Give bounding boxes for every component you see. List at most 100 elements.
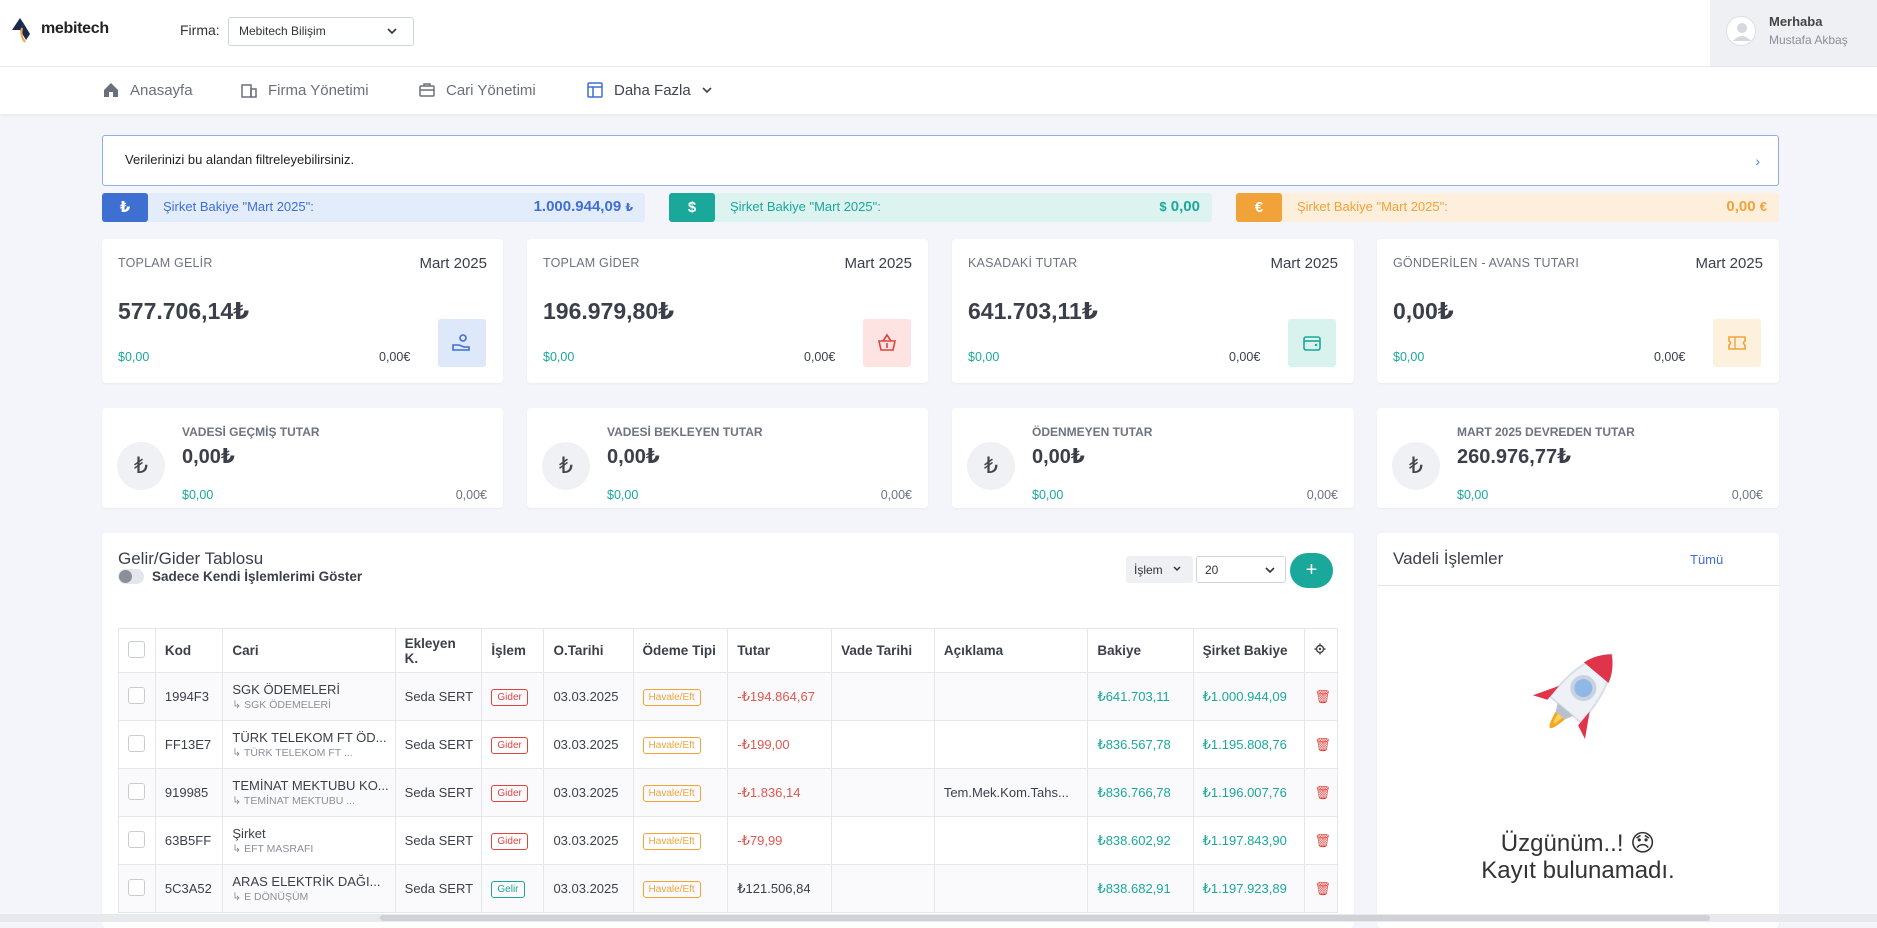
stat-value: 577.706,14₺ (118, 298, 250, 324)
col-header[interactable]: Açıklama (933, 628, 1089, 673)
trash-icon[interactable]: 🗑 (1314, 784, 1331, 800)
rocket-icon (1532, 653, 1613, 740)
table-row[interactable]: 5C3A52 ARAS ELEKTRİK DAĞI... ↳ E DÖNÜŞÜM … (118, 864, 1338, 913)
vadeli-title: Vadeli İşlemler (1393, 549, 1504, 568)
row-checkbox[interactable] (128, 686, 145, 704)
chevron-right-icon: › (1755, 153, 1760, 169)
logo[interactable]: mebitech (8, 14, 109, 44)
nav-label: Anasayfa (130, 81, 193, 99)
col-header[interactable]: Ekleyen K. (394, 628, 483, 673)
balance-try: ₺ Şirket Bakiye "Mart 2025": 1.000.944,0… (102, 193, 645, 222)
table-icon (587, 82, 603, 98)
tutar-cell: -₺194.864,67 (727, 672, 833, 721)
filter-bar[interactable]: Verilerinizi bu alandan filtreleyebilirs… (102, 135, 1779, 186)
odeme-tag: Havale/Eft (642, 784, 701, 802)
lira-icon: ₺ (117, 442, 165, 490)
mini-title: MART 2025 DEVREDEN TUTAR (1457, 425, 1635, 439)
stat-eur: 0,00€ (1229, 350, 1261, 364)
vade-cell (831, 816, 935, 865)
mini-usd: $0,00 (1457, 488, 1489, 502)
nav-anasayfa[interactable]: Anasayfa (102, 81, 193, 99)
add-button[interactable]: + (1290, 553, 1333, 588)
vadeli-all-link[interactable]: Tümü (1690, 552, 1724, 567)
cari-sub: ↳ E DÖNÜŞÜM (232, 890, 309, 903)
user-menu[interactable]: Merhaba Mustafa Akbaş (1710, 0, 1877, 66)
lira-icon: ₺ (967, 442, 1015, 490)
trash-icon[interactable]: 🗑 (1314, 688, 1331, 704)
vade-cell (831, 864, 935, 913)
table-row[interactable]: FF13E7 TÜRK TELEKOM FT ÖD... ↳ TÜRK TELEK… (118, 720, 1338, 769)
odeme-tag: Havale/Eft (642, 688, 701, 706)
col-header[interactable]: Cari (222, 628, 396, 673)
table-row[interactable]: 919985 TEMİNAT MEKTUBU KO... ↳ TEMİNAT ME… (118, 768, 1338, 817)
table-title: Gelir/Gider Tablosu (118, 549, 264, 568)
balance-unit: ₺ (625, 202, 633, 214)
nav-cari-yonetimi[interactable]: Cari Yönetimi (418, 81, 536, 99)
trash-icon[interactable]: 🗑 (1314, 832, 1331, 848)
nav-daha-fazla[interactable]: Daha Fazla (586, 81, 713, 99)
trash-icon[interactable]: 🗑 (1314, 736, 1331, 752)
user-icon (1733, 23, 1751, 41)
stat-eur: 0,00€ (379, 350, 411, 364)
sirket-bakiye-cell: ₺1.195.808,76 (1192, 720, 1306, 769)
briefcase-icon (419, 83, 435, 97)
main-nav: Anasayfa Firma Yönetimi Cari Yönetimi Da… (0, 67, 1877, 114)
col-header[interactable]: Ödeme Tipi (632, 628, 729, 673)
col-header[interactable]: Bakiye (1087, 628, 1194, 673)
mini-usd: $0,00 (607, 488, 639, 502)
scrollbar-thumb[interactable] (380, 915, 1710, 921)
col-header[interactable]: Kod (154, 628, 224, 673)
basket-icon (863, 319, 911, 367)
delete-cell: 🗑 (1304, 672, 1338, 721)
mini-eur: 0,00€ (1731, 488, 1763, 502)
page-size-select[interactable]: 20 (1196, 556, 1286, 583)
gear-icon[interactable] (1314, 643, 1326, 655)
row-checkbox[interactable] (128, 878, 145, 896)
row-checkbox[interactable] (128, 734, 145, 752)
cari-sub: ↳ TÜRK TELEKOM FT ... (232, 746, 353, 759)
islem-tag: Gider (491, 688, 528, 706)
row-checkbox[interactable] (128, 830, 145, 848)
sirket-bakiye-cell: ₺1.197.843,90 (1192, 816, 1306, 865)
home-icon (104, 83, 118, 97)
delete-cell: 🗑 (1304, 720, 1338, 769)
nav-firma-yonetimi[interactable]: Firma Yönetimi (240, 81, 369, 99)
mini-usd: $0,00 (182, 488, 214, 502)
aciklama-cell: Tem.Mek.Kom.Tahs... (933, 768, 1089, 817)
kod-cell: 63B5FF (154, 816, 224, 865)
own-transactions-toggle[interactable]: Sadece Kendi İşlemlerimi Göster (118, 569, 362, 584)
tutar-cell: -₺79,99 (727, 816, 833, 865)
table-row[interactable]: 1994F3 SGK ÖDEMELERİ ↳ SGK ÖDEMELERİ Seda… (118, 672, 1338, 721)
greeting: Merhaba (1769, 14, 1823, 29)
stat-card-toplam-gider: TOPLAM GİDER Mart 2025 196.979,80₺ $0,00… (527, 239, 928, 383)
col-header[interactable]: Tutar (727, 628, 833, 673)
toggle-switch[interactable] (118, 569, 144, 584)
islem-dropdown-button[interactable]: İşlem (1126, 556, 1193, 583)
select-all-checkbox[interactable] (128, 640, 145, 658)
col-header[interactable]: Şirket Bakiye (1192, 628, 1306, 673)
row-checkbox[interactable] (128, 782, 145, 800)
stat-month: Mart 2025 (844, 255, 912, 272)
stat-month: Mart 2025 (419, 255, 487, 272)
col-header[interactable]: İşlem (481, 628, 545, 673)
trash-icon[interactable]: 🗑 (1314, 880, 1331, 896)
islem-label: İşlem (1134, 563, 1163, 577)
stat-usd: $0,00 (1393, 350, 1425, 364)
tarih-cell: 03.03.2025 (543, 720, 634, 769)
islem-cell: Gider (481, 720, 545, 769)
stat-eur: 0,00€ (804, 350, 836, 364)
table-row[interactable]: 63B5FF Şirket ↳ EFT MASRAFI Seda SERT Gid… (118, 816, 1338, 865)
firma-select[interactable]: Mebitech Bilişim (228, 17, 414, 46)
stat-title: KASADAKİ TUTAR (968, 256, 1078, 270)
stat-card-toplam-gelir: TOPLAM GELİR Mart 2025 577.706,14₺ $0,00… (102, 239, 503, 383)
kod-cell: 5C3A52 (154, 864, 224, 913)
col-header[interactable]: Vade Tarihi (831, 628, 935, 673)
kod-cell: 919985 (154, 768, 224, 817)
col-header[interactable]: O.Tarihi (543, 628, 634, 673)
balance-label: Şirket Bakiye "Mart 2025": (730, 199, 881, 214)
aciklama-cell (933, 720, 1089, 769)
row-select-cell (118, 720, 156, 769)
balance-unit: $ (1159, 199, 1167, 214)
balance-amount: 1.000.944,09 (533, 198, 622, 215)
mini-card-vadesi-gecmis: ₺ VADESİ GEÇMİŞ TUTAR 0,00₺ $0,00 0,00€ (102, 408, 503, 508)
